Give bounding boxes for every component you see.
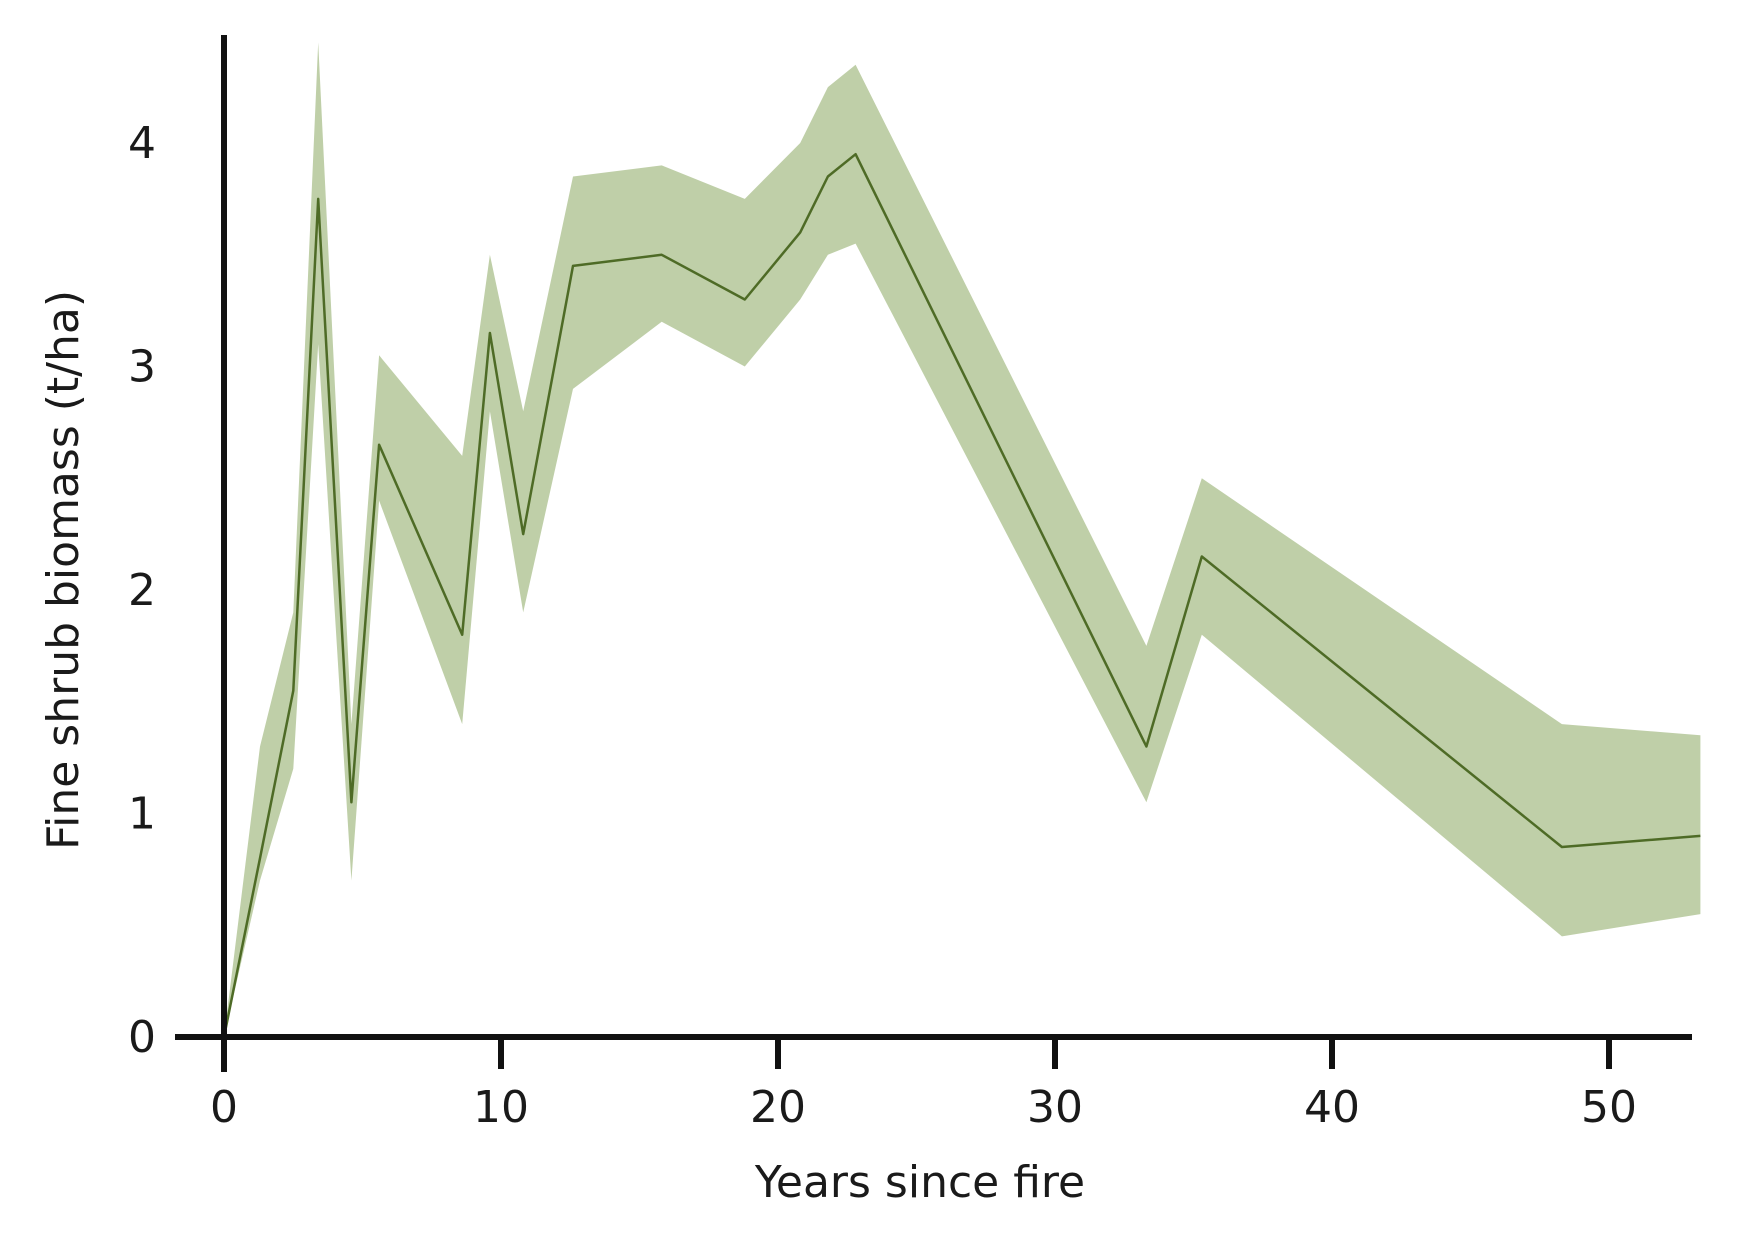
x-axis-title: Years since fire	[754, 1157, 1085, 1208]
data-point	[258, 856, 262, 860]
y-tick-label: 4	[128, 118, 156, 169]
data-point	[460, 633, 464, 637]
data-point	[854, 152, 858, 156]
confidence-band	[224, 42, 1701, 1037]
x-ticks-layer: 0 10 20 30 40 50	[210, 1037, 1637, 1133]
y-tick-label: 2	[128, 565, 156, 616]
series-line-layer	[222, 152, 1702, 1038]
y-axis-title: Fine shrub biomass (t/ha)	[38, 290, 89, 850]
data-point	[1560, 845, 1564, 849]
y-tick-label: 3	[128, 342, 156, 393]
axes-layer	[175, 35, 1692, 1072]
data-point	[377, 443, 381, 447]
x-tick-label: 10	[473, 1082, 529, 1133]
data-point	[571, 264, 575, 268]
data-point	[798, 230, 802, 234]
data-point	[1698, 834, 1702, 838]
y-tick-label: 0	[128, 1012, 156, 1063]
data-point	[316, 197, 320, 201]
data-point	[826, 175, 830, 179]
data-point	[521, 532, 525, 536]
data-point	[660, 253, 664, 257]
data-point	[291, 689, 295, 693]
data-point	[488, 331, 492, 335]
series-line	[222, 152, 1701, 1038]
x-tick-label: 50	[1581, 1082, 1637, 1133]
x-tick-label: 40	[1304, 1082, 1360, 1133]
data-point	[1144, 745, 1148, 749]
y-tick-label: 1	[128, 789, 156, 840]
data-point	[1200, 555, 1204, 559]
y-ticks-layer: 0 1 2 3 4	[128, 118, 156, 1063]
x-tick-label: 0	[210, 1082, 238, 1133]
x-tick-label: 20	[750, 1082, 806, 1133]
x-tick-label: 30	[1027, 1082, 1083, 1133]
data-point	[743, 298, 747, 302]
data-point	[349, 800, 353, 804]
confidence-band-layer	[224, 42, 1701, 1037]
